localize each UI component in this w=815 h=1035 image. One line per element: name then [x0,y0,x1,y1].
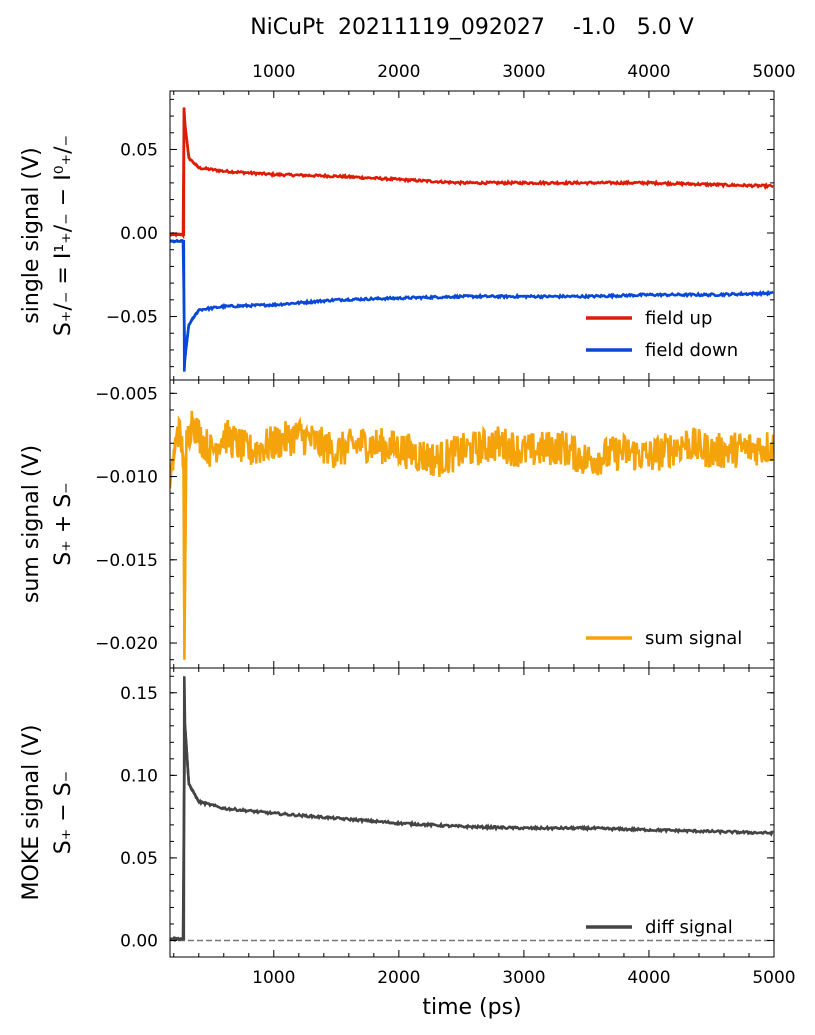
x-tick-label: 3000 [502,968,545,988]
series-spike [170,676,200,941]
y-axis-sublabel: S₊ − S₋ [51,771,76,855]
y-axis-sublabel: S₊ + S₋ [51,482,76,566]
top-x-tick-label: 3000 [502,62,545,82]
y-tick-label: −0.010 [95,468,158,488]
y-axis-label: single signal (V) [19,147,44,323]
y-tick-label: 0.00 [120,931,158,951]
top-x-tick-label: 1000 [252,62,295,82]
y-tick-label: −0.020 [95,634,158,654]
plot-frame [169,90,775,381]
y-axis-label: MOKE signal (V) [19,725,44,901]
legend-label: field up [645,308,712,329]
panel-sum-signal: −0.020 −0.015 −0.010 −0.005 sum signal (V) S₊… [19,379,775,669]
series-line-sum-signal [170,410,774,618]
legend-label: sum signal [645,628,742,649]
top-x-tick-label: 4000 [627,62,670,82]
series-line-field-up [170,107,774,240]
x-tick-label: 1000 [252,968,295,988]
panel-single-signal: −0.05 0.00 0.05 1000 2000 3000 4000 5000 single … [19,62,796,381]
plot-frame [169,379,775,669]
series-spike [170,107,200,236]
series-line-diff-signal [170,725,774,943]
plot-frame [169,667,775,958]
legend-label: diff signal [645,917,733,938]
y-tick-label: 0.10 [120,766,158,786]
y-tick-label: 0.05 [120,140,158,160]
y-tick-label: −0.005 [95,384,158,404]
y-tick-label: 0.00 [120,224,158,244]
x-axis-label: time (ps) [422,995,521,1020]
y-tick-label: 0.05 [120,849,158,869]
x-tick-label: 2000 [377,968,420,988]
top-x-tick-label: 5000 [752,62,795,82]
series-line-field-down [170,238,774,360]
series-spike [170,240,200,372]
y-axis-sublabel: S₊/₋ = I¹₊/₋ − I⁰₊/₋ [51,135,76,336]
legend-label: field down [645,340,738,361]
y-tick-label: 0.15 [120,684,158,704]
x-tick-label: 5000 [752,968,795,988]
y-tick-label: −0.05 [106,308,158,328]
y-tick-label: −0.015 [95,551,158,571]
y-axis-label: sum signal (V) [19,445,44,603]
series-spike [170,413,201,660]
x-tick-label: 4000 [627,968,670,988]
panel-moke-signal: 0.00 0.05 0.10 0.15 1000 2000 3000 4000 5000 time… [19,667,796,1020]
figure-title: NiCuPt 20211119_092027 -1.0 5.0 V [250,15,694,40]
top-x-tick-label: 2000 [377,62,420,82]
